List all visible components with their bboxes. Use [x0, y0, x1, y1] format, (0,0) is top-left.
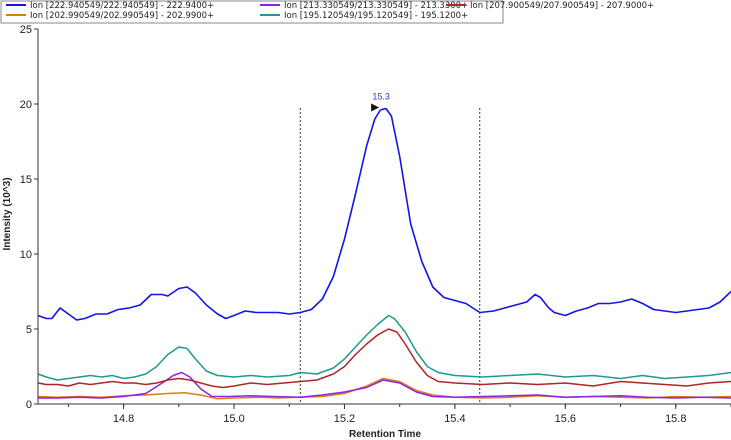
x-axis-title: Retention Time	[349, 429, 421, 440]
legend-label: Ion [195.120549/195.120549] - 195.1200+	[284, 11, 468, 21]
axes: 0 5 10 15 20 25 14.8 15.0 15.2 15.4 15.6 15.8	[20, 24, 731, 425]
x-tick-label: 15.0	[223, 413, 244, 425]
y-tick-label: 20	[20, 99, 32, 111]
legend-label: Ion [222.940549/222.940549] - 222.9400+	[30, 1, 214, 11]
series-line	[37, 314, 731, 381]
legend: Ion [222.940549/222.940549] - 222.9400+ I…	[0, 0, 654, 24]
series-line	[37, 328, 731, 389]
y-tick-label: 0	[26, 399, 32, 411]
peak-label: 15.3	[372, 92, 390, 102]
series-line	[38, 371, 731, 399]
y-tick-label: 15	[20, 174, 32, 186]
x-tick-label: 15.4	[444, 413, 465, 425]
y-tick-label: 25	[20, 24, 32, 36]
x-tick-label: 15.6	[555, 413, 576, 425]
legend-box	[0, 0, 504, 24]
y-tick-label: 5	[26, 324, 32, 336]
plot-area: 15.3	[37, 92, 731, 404]
x-tick-label: 14.8	[113, 413, 134, 425]
y-tick-label: 10	[20, 249, 32, 261]
legend-label: Ion [207.900549/207.900549] - 207.9000+	[470, 1, 654, 11]
legend-label: Ion [213.330549/213.330549] - 213.3300+	[284, 1, 468, 11]
x-tick-label: 15.8	[665, 413, 686, 425]
x-tick-label: 15.2	[334, 413, 355, 425]
legend-label: Ion [202.990549/202.990549] - 202.9900+	[30, 11, 214, 21]
series-line	[37, 107, 731, 321]
peak-marker-icon	[371, 103, 380, 112]
y-axis-title: Intensity (10^3)	[2, 177, 13, 250]
